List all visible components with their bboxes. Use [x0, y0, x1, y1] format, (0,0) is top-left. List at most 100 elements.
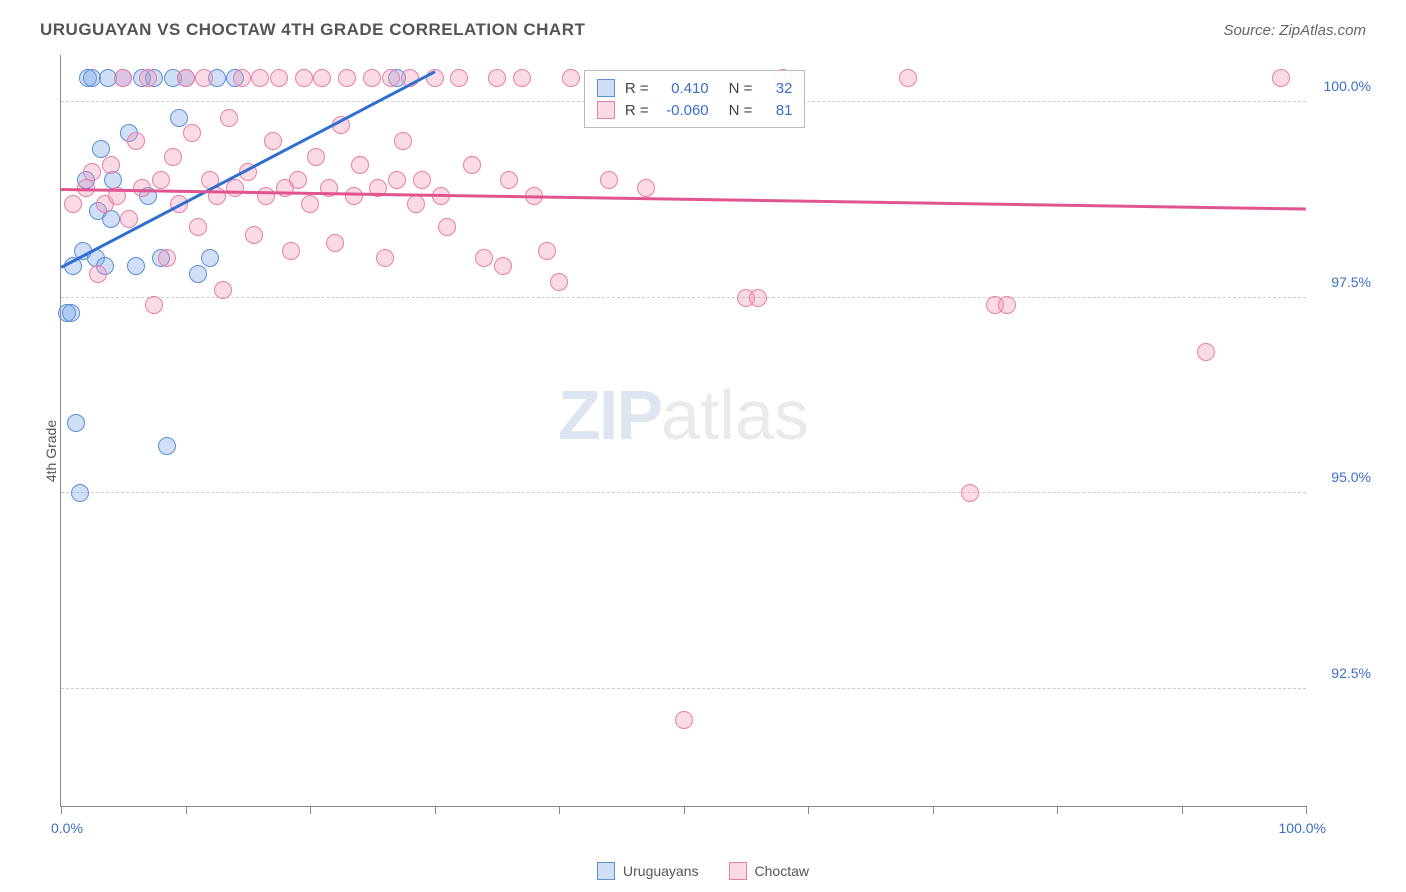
data-point — [145, 296, 163, 314]
data-point — [114, 69, 132, 87]
trend-line — [61, 188, 1306, 210]
data-point — [71, 484, 89, 502]
legend-item: Uruguayans — [597, 862, 699, 880]
data-point — [64, 195, 82, 213]
data-point — [438, 218, 456, 236]
n-value: 81 — [762, 102, 792, 119]
data-point — [463, 156, 481, 174]
data-point — [1272, 69, 1290, 87]
data-point — [488, 69, 506, 87]
data-point — [326, 234, 344, 252]
data-point — [562, 69, 580, 87]
stats-row: R =0.410N =32 — [597, 77, 793, 99]
data-point — [164, 148, 182, 166]
legend-label: Choctaw — [755, 863, 809, 879]
legend-swatch — [597, 862, 615, 880]
data-point — [233, 69, 251, 87]
data-point — [214, 281, 232, 299]
plot-area: ZIPatlas 92.5%95.0%97.5%100.0%0.0%100.0%… — [60, 55, 1306, 807]
data-point — [345, 187, 363, 205]
watermark-zip: ZIP — [558, 376, 661, 454]
x-tick — [61, 806, 62, 814]
x-tick-label-min: 0.0% — [51, 820, 83, 836]
legend-item: Choctaw — [729, 862, 809, 880]
stats-legend-box: R =0.410N =32R =-0.060N =81 — [584, 70, 806, 128]
data-point — [102, 210, 120, 228]
data-point — [201, 249, 219, 267]
legend-swatch — [729, 862, 747, 880]
data-point — [282, 242, 300, 260]
n-label: N = — [729, 80, 753, 97]
x-tick — [1057, 806, 1058, 814]
data-point — [226, 179, 244, 197]
data-point — [89, 265, 107, 283]
x-tick — [559, 806, 560, 814]
data-point — [295, 69, 313, 87]
x-tick — [1306, 806, 1307, 814]
data-point — [139, 69, 157, 87]
data-point — [127, 132, 145, 150]
y-tick-label: 92.5% — [1331, 665, 1371, 681]
data-point — [195, 69, 213, 87]
y-tick-label: 100.0% — [1324, 78, 1371, 94]
data-point — [189, 218, 207, 236]
data-point — [376, 249, 394, 267]
x-tick — [808, 806, 809, 814]
data-point — [158, 249, 176, 267]
data-point — [67, 414, 85, 432]
n-value: 32 — [762, 80, 792, 97]
y-tick-label: 95.0% — [1331, 469, 1371, 485]
data-point — [177, 69, 195, 87]
data-point — [413, 171, 431, 189]
data-point — [1197, 343, 1215, 361]
data-point — [127, 257, 145, 275]
data-point — [388, 171, 406, 189]
data-point — [394, 132, 412, 150]
data-point — [270, 69, 288, 87]
data-point — [351, 156, 369, 174]
watermark-atlas: atlas — [661, 376, 809, 454]
x-tick — [933, 806, 934, 814]
data-point — [220, 109, 238, 127]
data-point — [363, 69, 381, 87]
gridline-h — [61, 688, 1306, 689]
legend-label: Uruguayans — [623, 863, 699, 879]
data-point — [382, 69, 400, 87]
data-point — [550, 273, 568, 291]
data-point — [62, 304, 80, 322]
data-point — [450, 69, 468, 87]
r-value: 0.410 — [659, 80, 709, 97]
data-point — [133, 179, 151, 197]
x-tick — [435, 806, 436, 814]
x-tick — [186, 806, 187, 814]
data-point — [251, 69, 269, 87]
data-point — [102, 156, 120, 174]
data-point — [83, 163, 101, 181]
data-point — [998, 296, 1016, 314]
chart-title: URUGUAYAN VS CHOCTAW 4TH GRADE CORRELATI… — [40, 20, 585, 40]
series-swatch — [597, 79, 615, 97]
data-point — [749, 289, 767, 307]
r-value: -0.060 — [659, 102, 709, 119]
data-point — [301, 195, 319, 213]
y-axis-title: 4th Grade — [43, 420, 59, 482]
data-point — [513, 69, 531, 87]
data-point — [257, 187, 275, 205]
data-point — [170, 109, 188, 127]
chart-header: URUGUAYAN VS CHOCTAW 4TH GRADE CORRELATI… — [40, 20, 1366, 40]
x-tick — [1182, 806, 1183, 814]
r-label: R = — [625, 102, 649, 119]
data-point — [313, 69, 331, 87]
gridline-h — [61, 492, 1306, 493]
data-point — [494, 257, 512, 275]
y-tick-label: 97.5% — [1331, 274, 1371, 290]
data-point — [152, 171, 170, 189]
x-tick — [684, 806, 685, 814]
bottom-legend: Uruguayans Choctaw — [0, 862, 1406, 880]
n-label: N = — [729, 102, 753, 119]
data-point — [264, 132, 282, 150]
data-point — [307, 148, 325, 166]
data-point — [189, 265, 207, 283]
watermark: ZIPatlas — [558, 375, 809, 455]
chart-source: Source: ZipAtlas.com — [1223, 22, 1366, 39]
